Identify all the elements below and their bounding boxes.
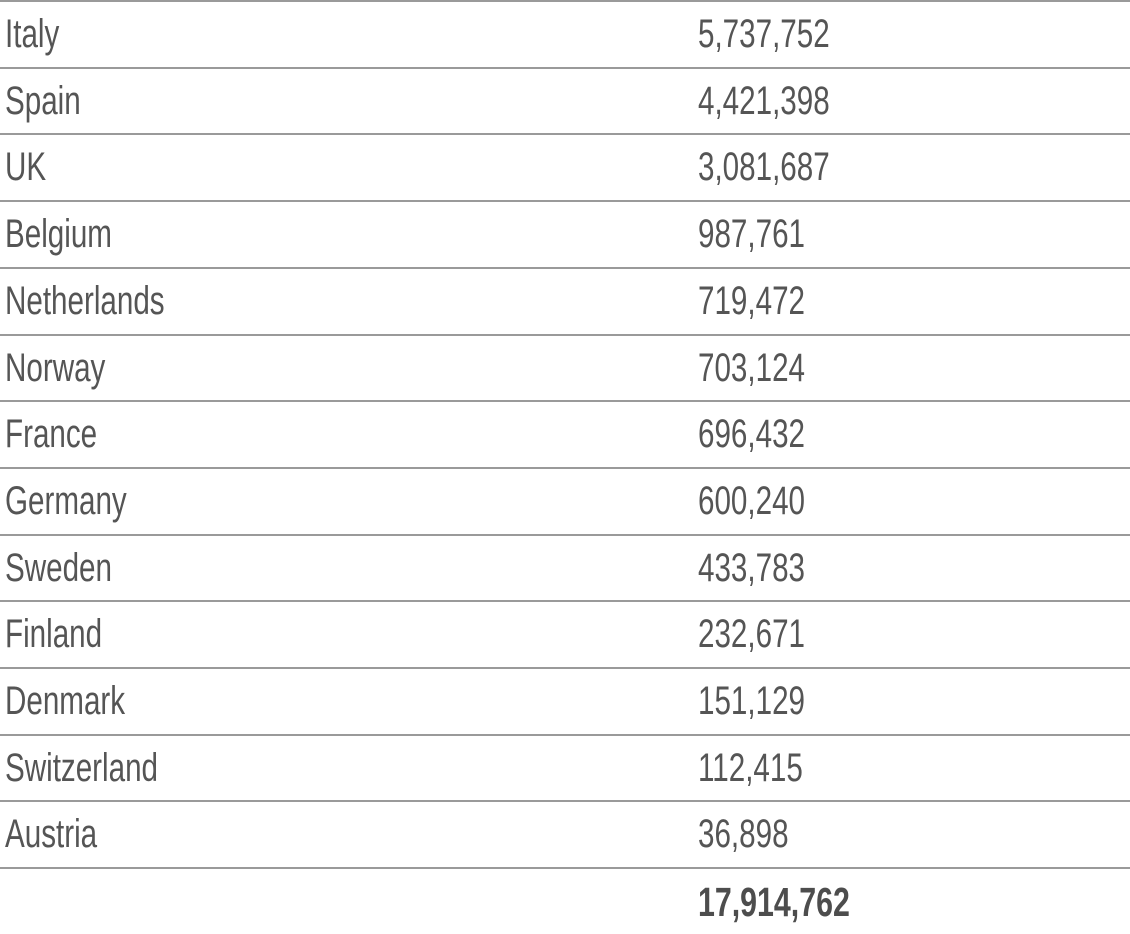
country-value: 232,671: [698, 612, 805, 657]
country-name: Austria: [5, 812, 98, 857]
table-row: France 696,432: [0, 400, 1130, 467]
table-row: Italy 5,737,752: [0, 0, 1130, 67]
table-row: Sweden 433,783: [0, 533, 1130, 601]
country-name: Switzerland: [5, 745, 159, 790]
total-divider: [0, 867, 1130, 934]
table-row: Belgium 987,761: [0, 200, 1130, 267]
table-row: Netherlands 719,472: [0, 266, 1130, 334]
country-name: Italy: [5, 12, 60, 56]
country-value: 112,415: [698, 745, 803, 790]
country-value: 719,472: [698, 278, 805, 323]
country-name: Germany: [5, 478, 127, 523]
table-row: Germany 600,240: [0, 466, 1130, 534]
country-value: 151,129: [698, 679, 805, 723]
table-row: UK 3,081,687: [0, 133, 1130, 200]
table-row: Spain 4,421,398: [0, 66, 1130, 134]
table-row: Norway 703,124: [0, 333, 1130, 401]
country-name: Netherlands: [5, 278, 165, 323]
country-name: Denmark: [5, 679, 126, 723]
table-row: Switzerland 112,415: [0, 733, 1130, 801]
country-name: Sweden: [5, 545, 112, 590]
country-value: 987,761: [698, 212, 805, 257]
country-value: 433,783: [698, 545, 805, 590]
country-name: France: [5, 412, 98, 457]
table-row: Denmark 151,129: [0, 667, 1130, 734]
country-value: 600,240: [698, 478, 805, 523]
country-name: Spain: [5, 78, 81, 123]
country-name: Finland: [5, 612, 103, 657]
table-row: Austria 36,898: [0, 800, 1130, 867]
total-value: 17,914,762: [698, 879, 850, 925]
country-name: Norway: [5, 345, 106, 390]
country-value: 5,737,752: [698, 12, 830, 56]
country-value: 4,421,398: [698, 78, 830, 123]
country-value: 3,081,687: [698, 145, 830, 190]
country-name: Belgium: [5, 212, 112, 257]
country-value: 36,898: [698, 812, 789, 857]
country-name: UK: [5, 145, 47, 190]
table-row: Finland 232,671: [0, 600, 1130, 667]
country-value: 696,432: [698, 412, 805, 457]
country-value: 703,124: [698, 345, 805, 390]
